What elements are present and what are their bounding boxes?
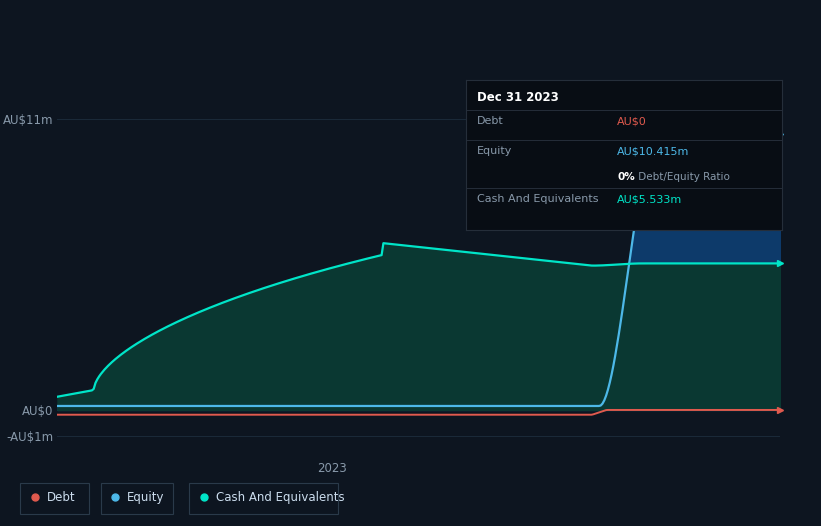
Text: 0%: 0% (617, 172, 635, 182)
Text: AU$10.415m: AU$10.415m (617, 146, 690, 156)
Text: Debt: Debt (477, 116, 503, 126)
Text: Equity: Equity (477, 146, 512, 156)
Text: Debt: Debt (47, 491, 76, 503)
Text: AU$0: AU$0 (617, 116, 647, 126)
Text: Cash And Equivalents: Cash And Equivalents (216, 491, 345, 503)
Text: Dec 31 2023: Dec 31 2023 (477, 91, 558, 104)
Text: Debt/Equity Ratio: Debt/Equity Ratio (635, 172, 730, 182)
Text: Equity: Equity (127, 491, 165, 503)
Text: AU$5.533m: AU$5.533m (617, 195, 682, 205)
Text: Cash And Equivalents: Cash And Equivalents (477, 195, 599, 205)
